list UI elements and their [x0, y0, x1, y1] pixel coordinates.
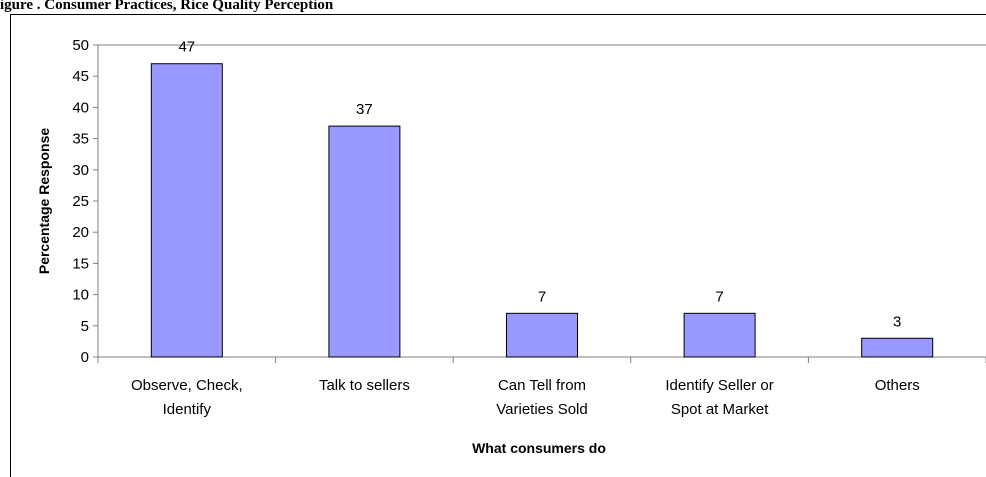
bar [328, 125, 401, 358]
y-tick-label: 5 [81, 318, 89, 335]
x-tick-label: Talk to sellers [319, 377, 410, 394]
bar [506, 312, 578, 358]
bar [861, 337, 934, 358]
y-tick-label: 40 [72, 99, 89, 116]
y-axis: 0 5 10 15 20 25 30 35 40 45 50 [72, 37, 986, 366]
y-tick-label: 10 [72, 287, 89, 304]
x-axis-title: What consumers do [472, 440, 606, 456]
y-tick-label: 0 [81, 349, 89, 366]
y-tick-label: 30 [72, 162, 89, 179]
data-label: 37 [356, 101, 373, 118]
y-axis-title: Percentage Response [36, 128, 52, 274]
y-tick-label: 15 [72, 255, 89, 272]
x-axis: Observe, Check, Identify Talk to sellers Ca… [97, 356, 986, 418]
x-tick-label: Identify Seller or Spot at Market [665, 377, 773, 418]
y-tick-label: 35 [72, 131, 89, 148]
data-labels: 47 37 7 7 3 [178, 39, 901, 331]
data-label: 7 [538, 288, 546, 305]
page-heading: igure . Consumer Practices, Rice Quality… [0, 0, 334, 13]
y-tick-label: 45 [72, 68, 89, 85]
x-tick-label: Can Tell from Varieties Sold [496, 377, 587, 418]
x-tick-label: Observe, Check, Identify [131, 377, 243, 418]
bars [150, 63, 934, 358]
data-label: 7 [715, 288, 723, 305]
bar [683, 312, 756, 358]
bar [150, 63, 223, 358]
y-tick-label: 25 [72, 193, 89, 210]
x-tick-label: Others [875, 377, 920, 394]
y-tick-label: 50 [72, 37, 89, 54]
data-label: 3 [893, 313, 901, 330]
data-label: 47 [178, 39, 195, 56]
y-tick-label: 20 [72, 224, 89, 241]
chart-frame [10, 14, 986, 477]
